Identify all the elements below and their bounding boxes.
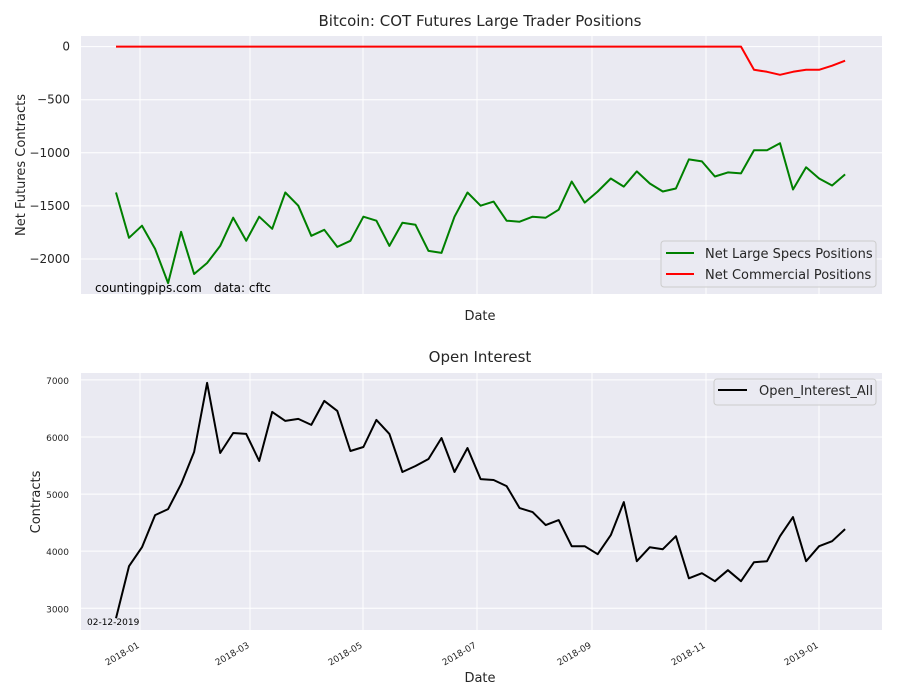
x-tick-label: 2018-01 <box>104 641 142 668</box>
bottom-x-ticks: 2018-01 2018-03 2018-05 2018-07 2018-09 2018-… <box>104 641 821 669</box>
bottom-x-axis-label: Date <box>464 671 495 686</box>
x-tick-label: 2019-01 <box>783 641 821 668</box>
x-tick-label: 2018-07 <box>441 641 479 668</box>
bottom-chart-title: Open Interest <box>429 348 532 366</box>
x-tick-label: 2018-05 <box>327 641 365 668</box>
y-tick-label: −2000 <box>29 252 70 266</box>
bottom-chart: Open Interest 3000 4000 5000 6000 7000 2018-… <box>29 348 882 686</box>
legend-label-net-commercial: Net Commercial Positions <box>705 268 871 283</box>
top-chart: Bitcoin: COT Futures Large Trader Positi… <box>14 12 882 324</box>
x-tick-label: 2018-11 <box>670 641 708 668</box>
open-interest-line <box>115 381 846 619</box>
y-tick-label: 0 <box>62 40 70 54</box>
y-tick-label: 5000 <box>46 491 69 501</box>
x-tick-label: 2018-03 <box>214 641 252 668</box>
bottom-plot-area <box>81 373 882 630</box>
legend-label-open-interest: Open_Interest_All <box>759 384 873 399</box>
top-y-ticks: 0 −500 −1000 −1500 −2000 <box>29 40 70 266</box>
bottom-legend: Open_Interest_All <box>713 378 877 406</box>
bottom-y-axis-label: Contracts <box>29 470 44 533</box>
top-legend: Net Large Specs Positions Net Commercial… <box>660 240 877 288</box>
bottom-grid <box>81 373 882 630</box>
bottom-legend-box <box>713 378 877 406</box>
net-large-specs-line <box>115 142 846 285</box>
y-tick-label: 7000 <box>46 377 69 387</box>
y-tick-label: −1500 <box>29 199 70 213</box>
top-x-axis-label: Date <box>464 309 495 324</box>
bottom-y-ticks: 3000 4000 5000 6000 7000 <box>46 377 69 615</box>
legend-label-net-large-specs: Net Large Specs Positions <box>705 247 873 262</box>
y-tick-label: 4000 <box>46 548 69 558</box>
top-legend-box <box>660 240 877 288</box>
y-tick-label: −1000 <box>29 146 70 160</box>
y-tick-label: −500 <box>37 93 70 107</box>
net-commercial-line <box>116 45 846 76</box>
data-annotation: data: cftc <box>214 281 271 295</box>
source-annotation: countingpips.com <box>95 281 202 295</box>
x-tick-label: 2018-09 <box>556 641 594 669</box>
top-chart-title: Bitcoin: COT Futures Large Trader Positi… <box>318 12 641 30</box>
y-tick-label: 6000 <box>46 434 69 444</box>
y-tick-label: 3000 <box>46 605 69 615</box>
date-annotation: 02-12-2019 <box>87 618 140 628</box>
top-y-axis-label: Net Futures Contracts <box>14 94 29 236</box>
